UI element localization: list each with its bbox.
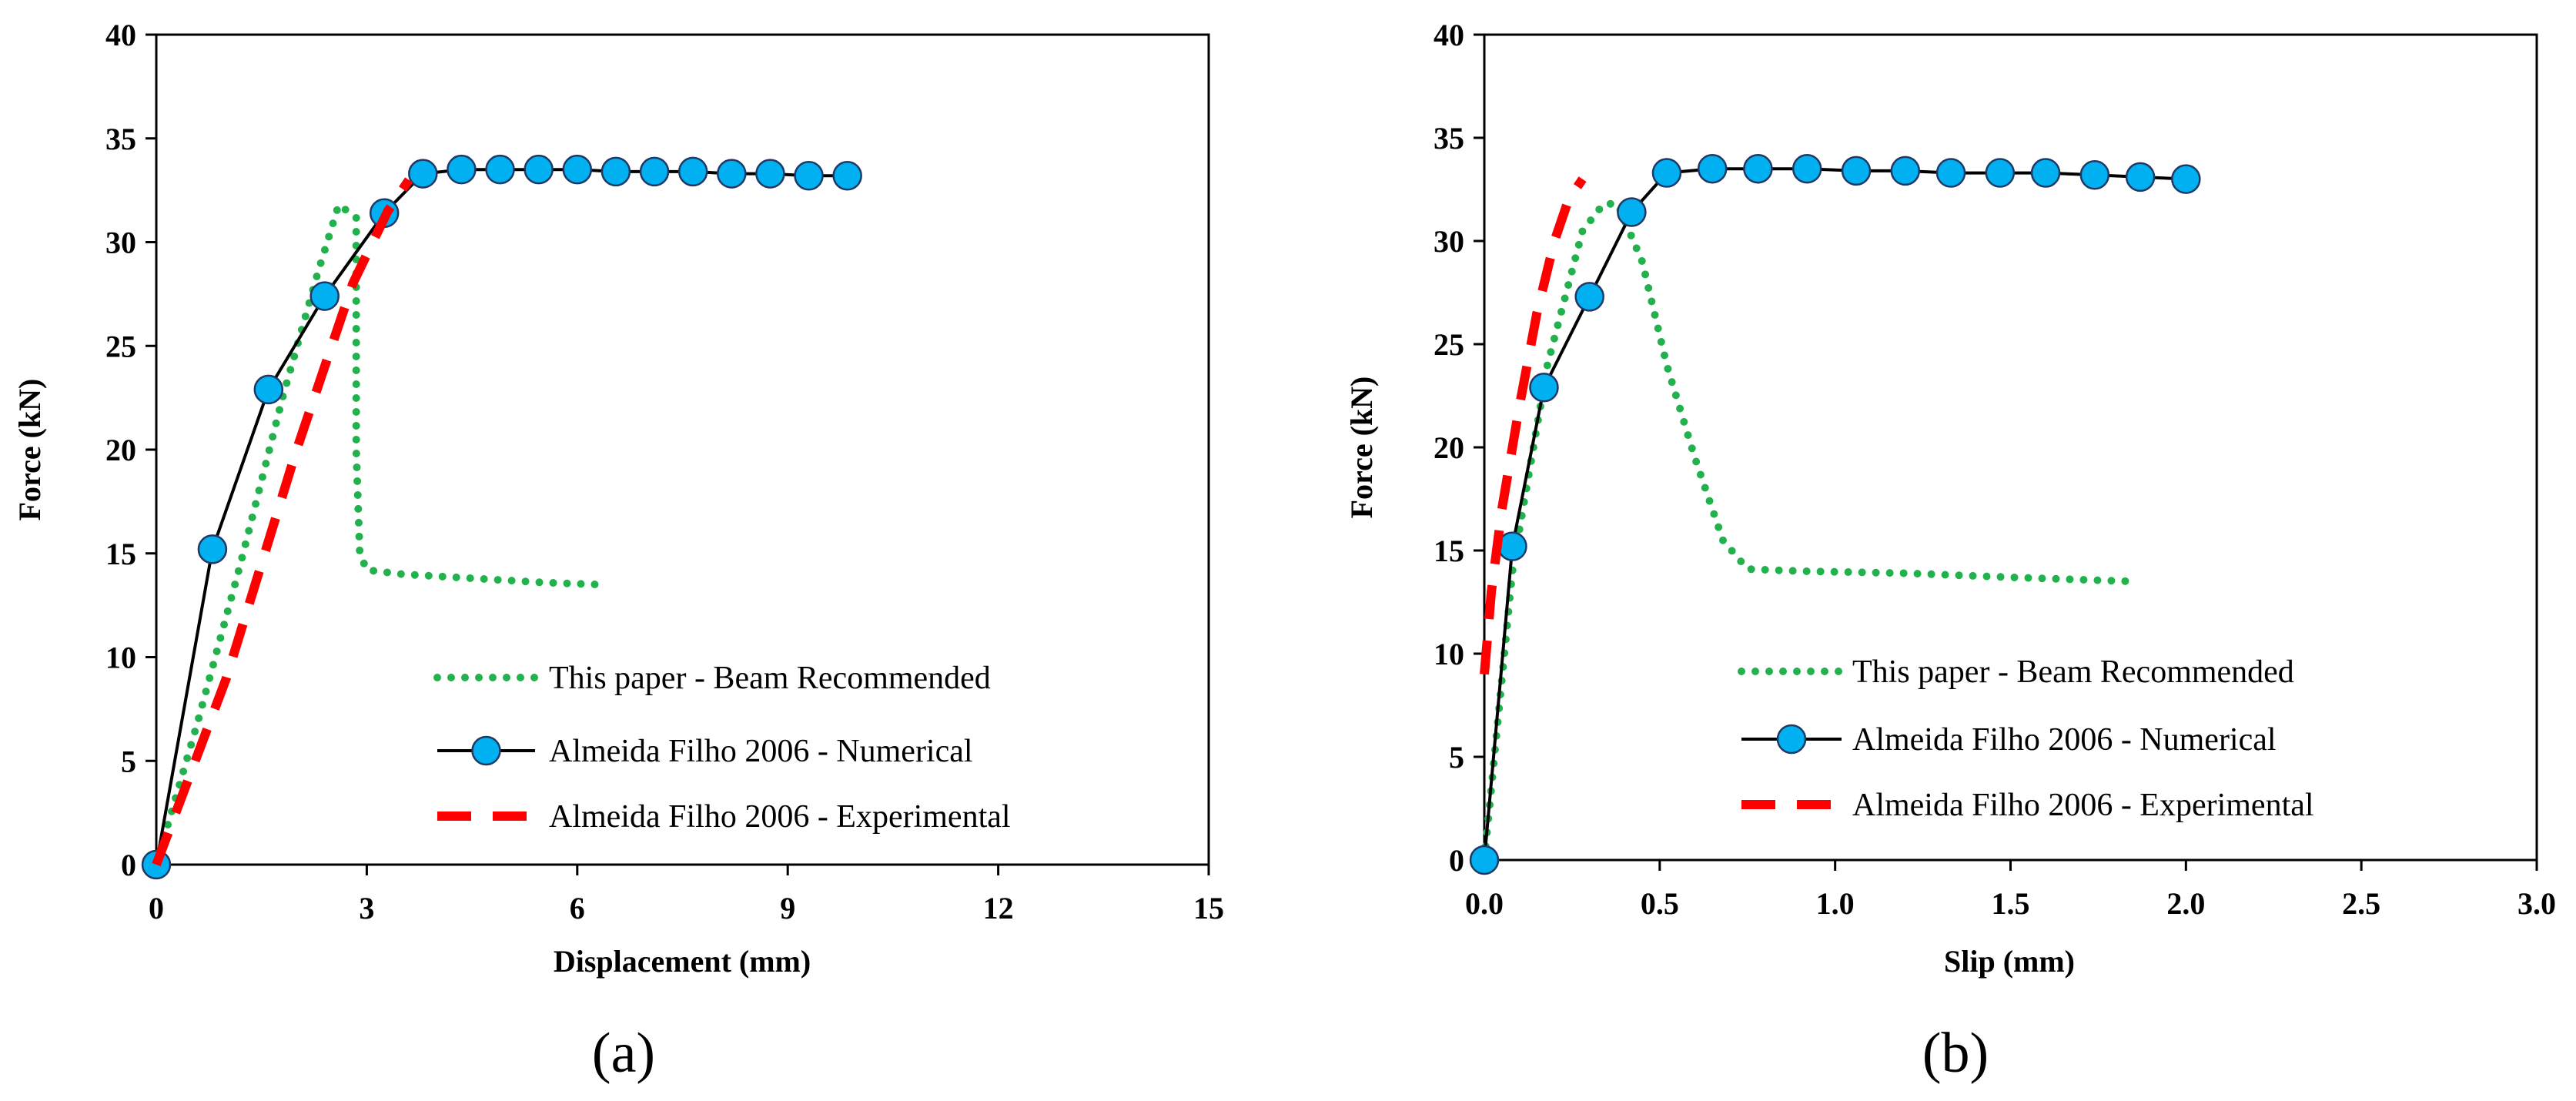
data-point-a [562,154,593,185]
data-point-a [309,281,340,311]
x-tick-label-b: 0.0 [1465,886,1504,921]
x-tick-label-b: 1.0 [1816,886,1855,921]
x-tick-label-b: 0.5 [1641,886,1679,921]
y-tick-label-a: 0 [121,848,136,882]
y-tick-label-a: 5 [121,744,136,778]
data-point-a [485,154,515,185]
x-axis-title-b: Slip (mm) [1944,944,2075,979]
data-point-b [1651,158,1682,188]
data-point-b [1841,156,1872,186]
data-point-a [677,156,708,187]
legend-label-a-1: This paper - Beam Recommended [549,661,991,696]
data-point-b [1697,153,1728,184]
data-point-b [2030,158,2061,188]
data-point-a [408,159,438,189]
data-point-b [1935,158,1966,188]
legend-label-b-2: Almeida Filho 2006 - Numerical [1852,722,2277,758]
x-tick-label-b: 1.5 [1992,886,2030,921]
legend-label-b-3: Almeida Filho 2006 - Experimental [1852,788,2314,823]
data-point-a [755,159,785,189]
chart-a: 0 5 10 15 20 25 30 35 40 0 3 6 9 12 15 Displacement (mm… [12,18,1224,979]
x-axis-title-a: Displacement (mm) [554,944,811,979]
y-tick-label-a: 30 [105,226,136,260]
x-tick-label-a: 9 [780,891,795,925]
data-point-a [832,161,862,191]
x-tick-label-a: 3 [359,891,374,925]
series-line-a-3 [152,177,413,867]
legend-label-b-1: This paper - Beam Recommended [1852,654,2294,690]
data-point-a [794,161,824,191]
y-tick-label-a: 15 [105,537,136,571]
data-point-b [2171,164,2201,194]
y-tick-label-b: 15 [1434,534,1464,568]
legend-a: This paper - Beam Recommended Almeida Fil… [433,661,1011,835]
data-point-a [601,156,631,187]
legend-label-a-3: Almeida Filho 2006 - Experimental [549,799,1011,835]
data-point-b [1985,158,2016,188]
x-tick-label-b: 2.5 [2342,886,2380,921]
data-point-a [253,374,284,405]
data-point-b [1574,282,1604,312]
y-tick-label-a: 20 [105,433,136,467]
y-tick-label-b: 20 [1434,430,1464,465]
y-axis-title-b: Force (kN) [1344,376,1379,519]
y-tick-label-a: 40 [105,18,136,52]
panel-label-b: (b) [1922,1022,1989,1085]
y-tick-label-b: 10 [1434,637,1464,671]
data-point-b [1469,845,1500,875]
y-tick-label-a: 10 [105,641,136,675]
data-point-b [1743,153,1773,184]
legend-label-a-2: Almeida Filho 2006 - Numerical [549,734,973,769]
y-tick-label-a: 35 [105,122,136,156]
series-line-a-1 [152,198,603,868]
y-axis-title-a: Force (kN) [12,379,47,521]
y-tick-label-a: 25 [105,329,136,363]
series-line-b-3 [1480,176,1587,675]
y-tick-label-b: 30 [1434,224,1464,259]
chart-b: 0 5 10 15 20 25 30 35 40 0.0 0.5 1.0 1.5 2.0 2.5 3.0 Sli… [1344,18,2556,979]
data-point-b [2079,159,2110,190]
x-tick-label-a: 6 [570,891,585,925]
data-point-a [197,534,228,564]
legend-marker-a [471,735,501,766]
y-tick-label-b: 25 [1434,327,1464,362]
legend-marker-b [1776,724,1807,755]
data-point-b [1890,156,1921,186]
x-tick-label-b: 2.0 [2166,886,2205,921]
data-point-b [1529,373,1559,403]
legend-b: This paper - Beam Recommended Almeida Fil… [1738,654,2314,823]
data-point-b [2125,162,2156,192]
x-tick-label-b: 3.0 [2517,886,2556,921]
y-tick-label-b: 0 [1449,843,1464,878]
y-tick-label-b: 40 [1434,18,1464,52]
data-point-a [524,154,554,185]
data-point-a [639,156,670,187]
data-point-b [1617,197,1647,227]
panel-label-a: (a) [592,1022,655,1085]
y-tick-label-b: 5 [1449,740,1464,775]
y-tick-label-b: 35 [1434,121,1464,156]
x-tick-label-a: 0 [149,891,164,925]
data-point-b [1791,153,1822,184]
data-point-a [717,159,747,189]
x-tick-label-a: 12 [983,891,1014,925]
data-point-a [447,154,477,185]
x-tick-label-a: 15 [1193,891,1224,925]
